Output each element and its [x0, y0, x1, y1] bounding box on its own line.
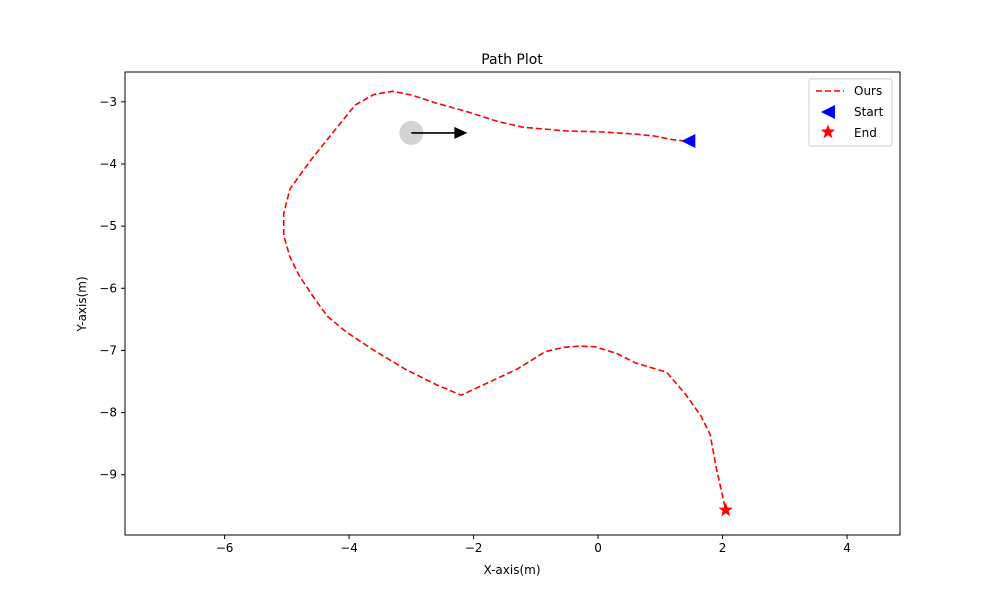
- x-tick-label: 2: [719, 541, 727, 555]
- legend-start-triangle-icon: [821, 105, 835, 119]
- legend-label-end: End: [854, 126, 877, 140]
- y-tick-label: −7: [99, 343, 117, 357]
- y-axis-label: Y-axis(m): [75, 276, 89, 332]
- axis-ticks: −6 −4 −2 0 2 4 −3 −4 −5 −6 −7 −8 −9: [99, 95, 851, 555]
- y-tick-label: −5: [99, 219, 117, 233]
- y-tick-label: −3: [99, 95, 117, 109]
- chart-title: Path Plot: [481, 52, 543, 68]
- x-tick-label: −4: [340, 541, 358, 555]
- y-tick-label: −4: [99, 157, 117, 171]
- x-tick-label: −6: [216, 541, 234, 555]
- x-tick-label: −2: [465, 541, 483, 555]
- legend: Ours Start End: [808, 78, 893, 147]
- start-marker: [681, 133, 696, 148]
- legend-end-star-icon: [820, 124, 836, 139]
- legend-label-ours: Ours: [854, 84, 882, 98]
- plot-frame: [124, 71, 901, 536]
- x-tick-label: 4: [843, 541, 851, 555]
- y-tick-label: −9: [99, 468, 117, 482]
- x-tick-label: 0: [594, 541, 602, 555]
- legend-label-start: Start: [854, 105, 884, 119]
- plot-area: [282, 90, 733, 517]
- heading-arrow-head-icon: [454, 126, 468, 139]
- path-line-ours: [282, 90, 727, 511]
- y-tick-label: −8: [99, 406, 117, 420]
- x-axis-label: X-axis(m): [483, 563, 540, 577]
- end-marker: [718, 502, 733, 517]
- y-tick-label: −6: [99, 281, 117, 295]
